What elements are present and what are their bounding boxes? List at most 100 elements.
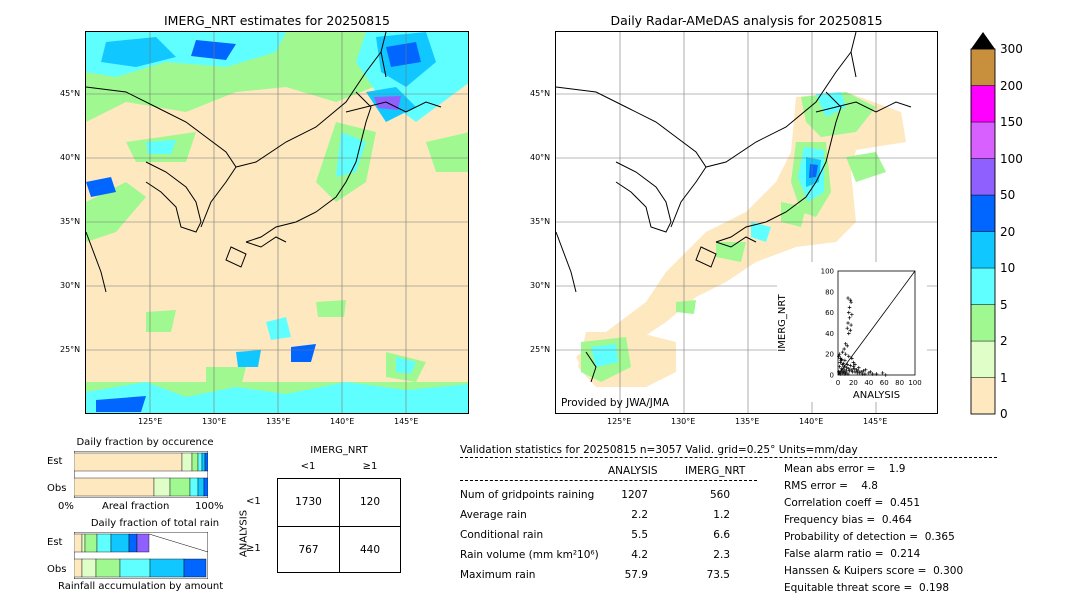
scatter-point — [839, 369, 843, 373]
scatter-point — [846, 354, 851, 359]
scatter-ytick-0: 0 — [830, 372, 834, 380]
scatter-point — [853, 362, 857, 367]
scatter-point — [861, 369, 866, 373]
colorbar-label-1: 1 — [1000, 370, 1008, 385]
left-rain-field — [86, 32, 468, 413]
scatter-point — [840, 362, 845, 367]
right-lat-label-35: 35°N — [530, 217, 551, 226]
stat-row-0-label: Num of gridpoints raining — [460, 489, 595, 501]
contingency-cell-00: 1730 — [295, 496, 322, 508]
occ-obs-seg-2 — [169, 477, 191, 497]
validation-header-rule — [460, 457, 997, 458]
occ-obs-seg-3 — [189, 477, 199, 497]
total-title: Daily fraction of total rain — [90, 518, 220, 529]
occ-obs-seg-4 — [197, 477, 205, 497]
left-lon-label-135: 135°E — [266, 417, 291, 426]
scatter-point — [845, 326, 850, 330]
colorbar-box-8 — [970, 85, 996, 123]
scatter-point — [844, 365, 849, 370]
scatter-point — [856, 369, 860, 373]
score-3: Frequency bias = 0.464 — [784, 514, 912, 526]
stat-row-2-imerg: 6.6 — [713, 529, 730, 541]
contingency-table: 1730 120 767 440 — [277, 478, 401, 573]
scatter-point — [838, 356, 843, 361]
scatter-point — [850, 368, 854, 372]
colorbar-extend-arrow — [971, 32, 995, 49]
scatter-point — [849, 323, 853, 327]
stat-row-2-analysis: 5.5 — [631, 529, 648, 541]
validation-header: Validation statistics for 20250815 n=305… — [460, 444, 858, 456]
occurrence-title: Daily fraction by occurence — [76, 437, 214, 448]
scatter-point — [848, 298, 853, 302]
contingency-col-ge1: ≥1 — [362, 461, 378, 472]
scatter-point — [840, 350, 845, 354]
tot-obs-seg-3 — [119, 558, 151, 578]
occurrence-row-est: Est — [47, 456, 63, 467]
scatter-point — [842, 368, 846, 372]
score-7: Equitable threat score = 0.198 — [784, 582, 950, 594]
occurrence-axis-100: 100% — [195, 501, 224, 512]
occurrence-axis-label: Areal fraction — [102, 501, 170, 512]
score-0: Mean abs error = 1.9 — [784, 463, 906, 475]
right-lat-label-25: 25°N — [530, 345, 551, 354]
scatter-point — [847, 316, 852, 320]
right-lon-label-135: 135°E — [735, 417, 760, 426]
occ-obs-seg-5 — [203, 477, 209, 497]
scatter-point — [883, 373, 888, 377]
right-lon-label-140: 140°E — [799, 417, 824, 426]
colorbar-label-150: 150 — [1000, 115, 1023, 129]
scatter-point — [843, 358, 847, 363]
colorbar-box-1 — [970, 340, 996, 378]
scatter-point — [863, 372, 867, 376]
colorbar-box-3 — [970, 267, 996, 305]
contingency-cell-10: 767 — [298, 544, 319, 556]
tot-est-seg-1 — [81, 533, 86, 553]
scatter-xtick-20: 20 — [849, 379, 858, 387]
scatter-point — [836, 354, 841, 359]
colorbar: 0 1 2 5 10 20 50 100 150 200 300 — [970, 30, 1030, 421]
right-lat-label-30: 30°N — [530, 281, 551, 290]
tot-obs-seg-0 — [73, 558, 83, 578]
occ-est-seg-2 — [191, 452, 199, 472]
occ-est-seg-4 — [201, 452, 206, 472]
stat-row-0-analysis: 1207 — [621, 489, 648, 501]
left-lon-label-145: 145°E — [394, 417, 419, 426]
left-map — [85, 31, 469, 414]
contingency-row-lt1: <1 — [246, 496, 261, 507]
scatter-ytick-80: 80 — [825, 288, 834, 296]
left-map-coastline — [86, 32, 442, 293]
scatter-point — [846, 321, 850, 325]
scatter-diagonal — [837, 270, 916, 376]
colorbar-box-9 — [970, 48, 996, 86]
score-5: False alarm ratio = 0.214 — [784, 548, 921, 560]
scatter-point — [844, 369, 849, 373]
occurrence-axis-0: 0% — [58, 501, 74, 512]
scatter-point — [850, 356, 854, 361]
scatter-plot: 00 20 20 40 40 60 60 80 80 100 100 IMERG_NRT ANALY… — [777, 268, 922, 402]
total-row-obs: Obs — [47, 564, 67, 575]
scatter-point — [845, 362, 850, 367]
colorbar-box-4 — [970, 231, 996, 269]
colorbar-label-0: 0 — [1000, 407, 1008, 421]
tot-est-seg-6 — [136, 533, 150, 553]
scatter-point — [852, 366, 856, 371]
scatter-xtick-40: 40 — [864, 379, 873, 387]
stat-row-3-label: Rain volume (mm km²10⁶) — [460, 549, 599, 561]
right-map-credit: Provided by JWA/JMA — [561, 397, 670, 409]
scatter-point — [850, 312, 854, 317]
scatter-point — [839, 358, 843, 363]
contingency-title: IMERG_NRT — [310, 445, 368, 456]
colorbar-label-20: 20 — [1000, 224, 1016, 239]
left-lat-label-35: 35°N — [60, 217, 81, 226]
scatter-point — [842, 347, 846, 351]
left-lat-label-25: 25°N — [60, 345, 81, 354]
stat-row-3-analysis: 4.2 — [631, 549, 648, 561]
colorbar-graphic — [970, 32, 996, 415]
stat-row-1-analysis: 2.2 — [631, 509, 648, 521]
scatter-point — [846, 372, 850, 376]
occurrence-bars — [73, 450, 209, 499]
scatter-point — [853, 370, 857, 374]
right-lat-label-40: 40°N — [530, 153, 551, 162]
left-lon-label-130: 130°E — [202, 417, 227, 426]
occ-est-seg-1 — [181, 452, 193, 472]
